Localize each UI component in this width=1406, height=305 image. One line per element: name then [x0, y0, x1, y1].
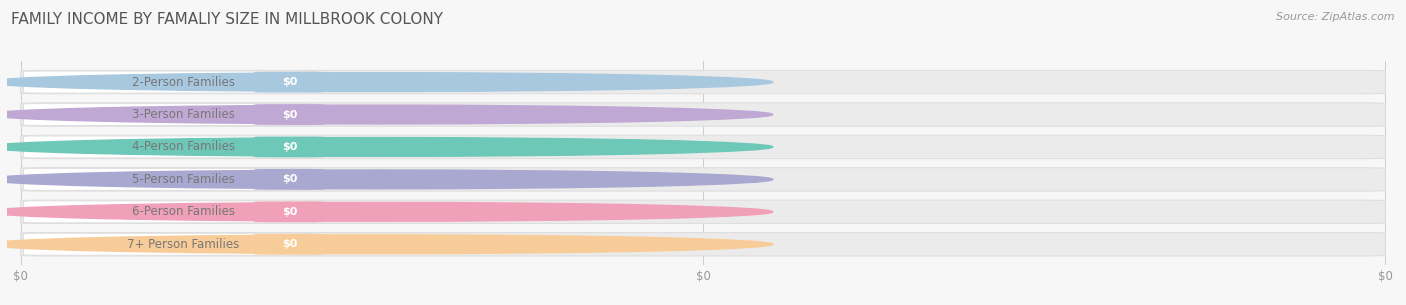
FancyBboxPatch shape — [24, 136, 314, 158]
Circle shape — [0, 138, 773, 156]
Circle shape — [0, 235, 773, 254]
Text: $0: $0 — [281, 174, 297, 185]
Circle shape — [0, 170, 773, 189]
Text: 2-Person Families: 2-Person Families — [132, 76, 235, 88]
Circle shape — [0, 203, 773, 221]
FancyBboxPatch shape — [21, 103, 1385, 126]
FancyBboxPatch shape — [254, 169, 325, 190]
FancyBboxPatch shape — [21, 168, 1385, 191]
FancyBboxPatch shape — [24, 103, 314, 126]
Text: $0: $0 — [281, 109, 297, 120]
Text: 6-Person Families: 6-Person Families — [132, 205, 235, 218]
Text: 5-Person Families: 5-Person Families — [132, 173, 235, 186]
Circle shape — [0, 105, 773, 124]
FancyBboxPatch shape — [254, 104, 325, 125]
Text: FAMILY INCOME BY FAMALIY SIZE IN MILLBROOK COLONY: FAMILY INCOME BY FAMALIY SIZE IN MILLBRO… — [11, 12, 443, 27]
FancyBboxPatch shape — [254, 72, 325, 92]
FancyBboxPatch shape — [24, 168, 314, 190]
FancyBboxPatch shape — [254, 137, 325, 157]
Text: 4-Person Families: 4-Person Families — [132, 141, 235, 153]
FancyBboxPatch shape — [21, 200, 1385, 224]
FancyBboxPatch shape — [21, 70, 1385, 94]
FancyBboxPatch shape — [24, 71, 314, 93]
FancyBboxPatch shape — [21, 135, 1385, 159]
FancyBboxPatch shape — [24, 201, 314, 223]
Text: $0: $0 — [281, 239, 297, 249]
Text: $0: $0 — [281, 207, 297, 217]
FancyBboxPatch shape — [21, 233, 1385, 256]
Text: $0: $0 — [281, 77, 297, 87]
Text: 7+ Person Families: 7+ Person Families — [127, 238, 239, 251]
Text: 3-Person Families: 3-Person Families — [132, 108, 235, 121]
Text: $0: $0 — [281, 142, 297, 152]
FancyBboxPatch shape — [254, 201, 325, 222]
Circle shape — [0, 73, 773, 92]
Text: Source: ZipAtlas.com: Source: ZipAtlas.com — [1277, 12, 1395, 22]
FancyBboxPatch shape — [254, 234, 325, 255]
FancyBboxPatch shape — [24, 233, 314, 255]
